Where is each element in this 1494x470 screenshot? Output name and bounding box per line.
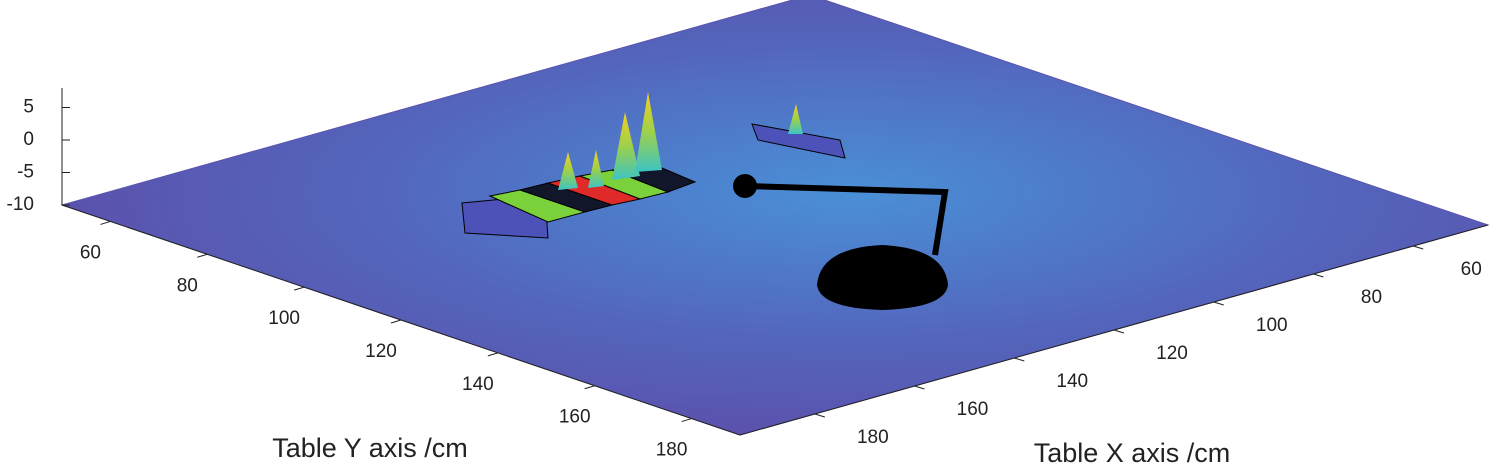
z-tick-label: -5 (17, 162, 34, 183)
peak (612, 112, 640, 180)
x-tick-label: 120 (1156, 343, 1188, 364)
x-tick-label: 140 (1056, 371, 1088, 392)
y-tick (584, 385, 595, 390)
y-tick-label: 120 (365, 341, 397, 362)
y-tick (197, 253, 208, 258)
robot-base (817, 245, 948, 310)
y-tick (100, 220, 111, 225)
y-tick-label: 180 (656, 440, 688, 461)
z-tick-label: -10 (7, 194, 34, 215)
x-tick (814, 413, 825, 418)
surface-layer (60, 0, 1490, 436)
scene-objects (461, 92, 949, 310)
y-tick (681, 418, 692, 423)
x-tick (1113, 329, 1125, 334)
peak (788, 104, 803, 134)
z-tick-label: 0 (23, 129, 34, 150)
x-axis-title: Table X axis /cm (1034, 438, 1231, 468)
peak (588, 150, 604, 188)
y-tick-label: 140 (462, 374, 494, 395)
y-tick-label: 160 (559, 407, 591, 428)
robot-arm (744, 183, 949, 256)
x-tick (1413, 245, 1424, 250)
peak (635, 92, 662, 172)
y-tick (487, 352, 499, 357)
y-tick-label: 80 (177, 275, 198, 296)
block (751, 123, 846, 159)
y-tick (293, 286, 305, 291)
x-tick-label: 80 (1361, 287, 1382, 308)
x-tick (1313, 273, 1324, 278)
x-tick (914, 385, 925, 390)
x-tick-label: 100 (1256, 315, 1288, 336)
x-tick-label: 160 (957, 399, 989, 420)
x-tick-label: 60 (1461, 259, 1482, 280)
y-axis-title: Table Y axis /cm (272, 433, 468, 463)
peak (558, 152, 578, 190)
y-tick (390, 319, 402, 324)
y-tick-label: 100 (268, 308, 300, 329)
x-tick (1213, 301, 1224, 306)
y-tick-label: 60 (80, 242, 101, 263)
x-tick-label: 180 (857, 427, 889, 448)
x-tick (1014, 357, 1025, 362)
surface (60, 0, 1490, 436)
z-tick-label: 5 (23, 97, 34, 118)
